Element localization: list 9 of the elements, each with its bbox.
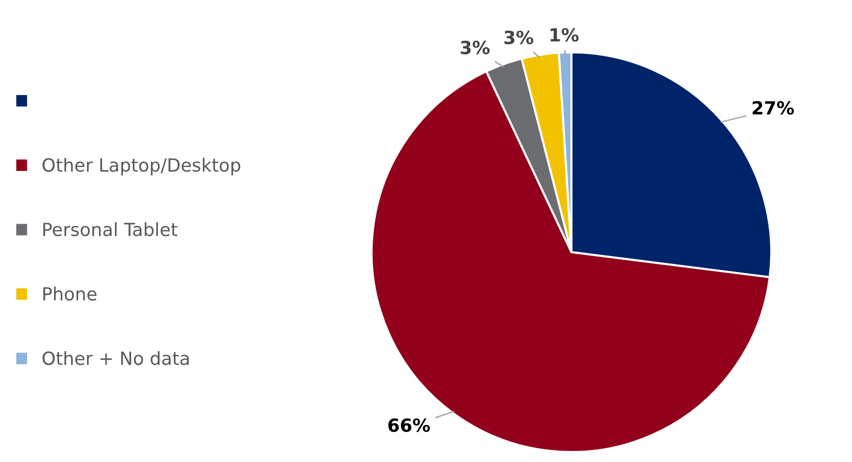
legend-label: Phone bbox=[43, 286, 96, 301]
data-label: 3% bbox=[504, 30, 534, 44]
legend-label: Other Laptop/Desktop bbox=[42, 158, 240, 176]
data-label: 66% bbox=[388, 418, 430, 432]
legend-label: Other + No data bbox=[42, 351, 189, 366]
data-label: 3% bbox=[460, 40, 490, 54]
data-label: 27% bbox=[752, 101, 794, 115]
legend-label: Personal Tablet bbox=[43, 222, 178, 236]
data-label: 1% bbox=[550, 28, 579, 42]
